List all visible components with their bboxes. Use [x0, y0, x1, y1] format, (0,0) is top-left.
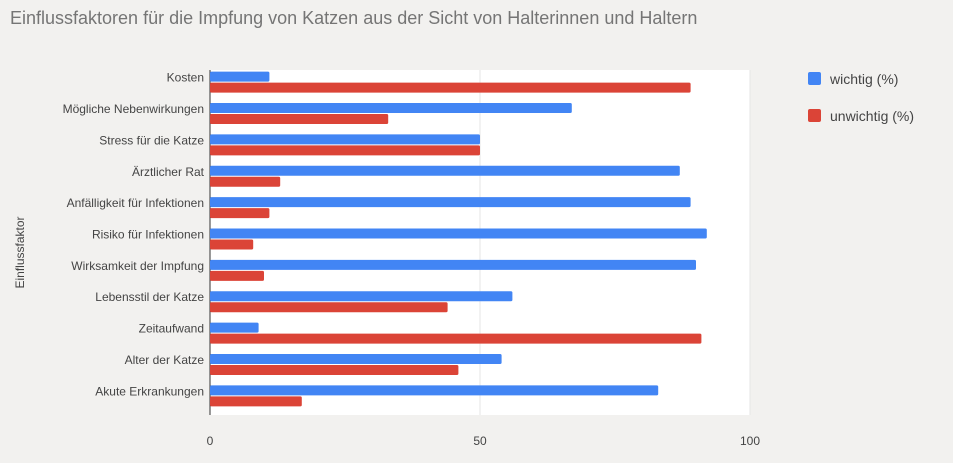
y-category-label: Risiko für Infektionen — [92, 228, 204, 242]
y-category-label: Kosten — [167, 71, 204, 85]
bar-unwichtig — [210, 114, 389, 125]
bar-wichtig — [210, 353, 502, 364]
y-category-label: Ärztlicher Rat — [132, 165, 205, 179]
legend-swatch — [808, 72, 821, 85]
bar-wichtig — [210, 134, 480, 145]
y-category-label: Mögliche Nebenwirkungen — [63, 102, 204, 116]
y-category-label: Akute Erkrankungen — [95, 384, 204, 398]
y-category-label: Zeitaufwand — [139, 322, 204, 336]
bar-unwichtig — [210, 145, 480, 156]
y-axis-label: Einflussfaktor — [13, 216, 27, 288]
y-category-label: Wirksamkeit der Impfung — [71, 259, 204, 273]
bar-wichtig — [210, 103, 572, 114]
bar-wichtig — [210, 228, 707, 239]
bar-unwichtig — [210, 82, 691, 93]
bar-unwichtig — [210, 396, 302, 407]
bar-wichtig — [210, 291, 513, 302]
bar-wichtig — [210, 165, 680, 176]
bar-unwichtig — [210, 302, 448, 313]
legend-label: wichtig (%) — [829, 71, 898, 87]
legend-swatch — [808, 109, 821, 122]
bar-unwichtig — [210, 208, 270, 219]
y-category-label: Lebensstil der Katze — [95, 290, 204, 304]
bar-wichtig — [210, 259, 696, 270]
bar-unwichtig — [210, 176, 281, 187]
x-tick-label: 0 — [207, 434, 214, 448]
bar-unwichtig — [210, 270, 264, 281]
x-tick-label: 50 — [473, 434, 487, 448]
bar-wichtig — [210, 322, 259, 333]
bar-unwichtig — [210, 239, 254, 250]
chart-title: Einflussfaktoren für die Impfung von Kat… — [10, 8, 698, 28]
bar-unwichtig — [210, 364, 459, 375]
legend-label: unwichtig (%) — [830, 108, 914, 124]
x-tick-label: 100 — [740, 434, 760, 448]
y-category-label: Anfälligkeit für Infektionen — [67, 196, 204, 210]
y-category-label: Alter der Katze — [125, 353, 205, 367]
bar-wichtig — [210, 71, 270, 82]
y-category-label: Stress für die Katze — [99, 133, 204, 147]
bar-unwichtig — [210, 333, 702, 344]
bar-wichtig — [210, 385, 659, 396]
bar-wichtig — [210, 197, 691, 208]
